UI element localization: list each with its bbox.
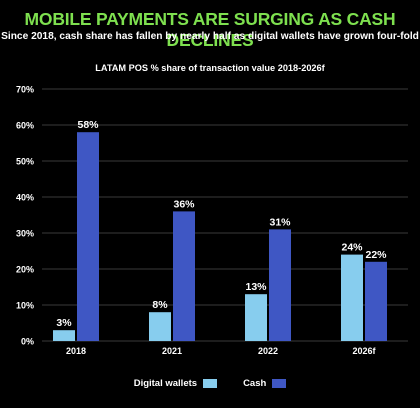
y-tick-label: 60% xyxy=(16,121,34,131)
data-label: 36% xyxy=(173,198,195,210)
legend-item-cash: Cash xyxy=(243,378,287,389)
data-label: 22% xyxy=(365,249,387,261)
legend: Digital wallets Cash xyxy=(0,378,420,389)
x-tick-label: 2022 xyxy=(258,346,278,356)
bar-digital-wallets xyxy=(245,294,267,341)
data-label: 8% xyxy=(152,299,168,311)
y-tick-label: 70% xyxy=(16,85,34,95)
bar-cash xyxy=(77,132,99,341)
chart-title: LATAM POS % share of transaction value 2… xyxy=(95,63,325,73)
legend-label-digital-wallets: Digital wallets xyxy=(133,378,198,389)
bar-digital-wallets xyxy=(149,312,171,341)
x-tick-label: 2021 xyxy=(162,346,182,356)
bar-cash xyxy=(365,261,387,341)
y-tick-label: 10% xyxy=(16,301,34,311)
bar-cash xyxy=(269,229,291,341)
data-label: 3% xyxy=(56,317,72,329)
legend-label-cash: Cash xyxy=(243,378,267,389)
data-label: 58% xyxy=(77,119,99,131)
headline: MOBILE PAYMENTS ARE SURGING AS CASH DECL… xyxy=(24,9,396,50)
y-tick-label: 0% xyxy=(21,337,34,347)
y-tick-label: 40% xyxy=(16,193,34,203)
data-label: 13% xyxy=(245,281,267,293)
legend-swatch-digital-wallets xyxy=(203,379,218,388)
bar-digital-wallets xyxy=(341,254,363,341)
x-tick-label: 2018 xyxy=(66,346,86,356)
legend-item-digital-wallets: Digital wallets xyxy=(133,378,218,389)
legend-swatch-cash xyxy=(272,379,287,388)
bar-cash xyxy=(173,211,195,341)
data-label: 31% xyxy=(269,216,291,228)
y-tick-label: 20% xyxy=(16,265,34,275)
y-tick-label: 30% xyxy=(16,229,34,239)
subheadline: Since 2018, cash share has fallen by nea… xyxy=(1,31,419,42)
x-tick-label: 2026f xyxy=(352,346,376,356)
data-label: 24% xyxy=(341,242,363,254)
bar-digital-wallets xyxy=(53,330,75,341)
y-tick-label: 50% xyxy=(16,157,34,167)
